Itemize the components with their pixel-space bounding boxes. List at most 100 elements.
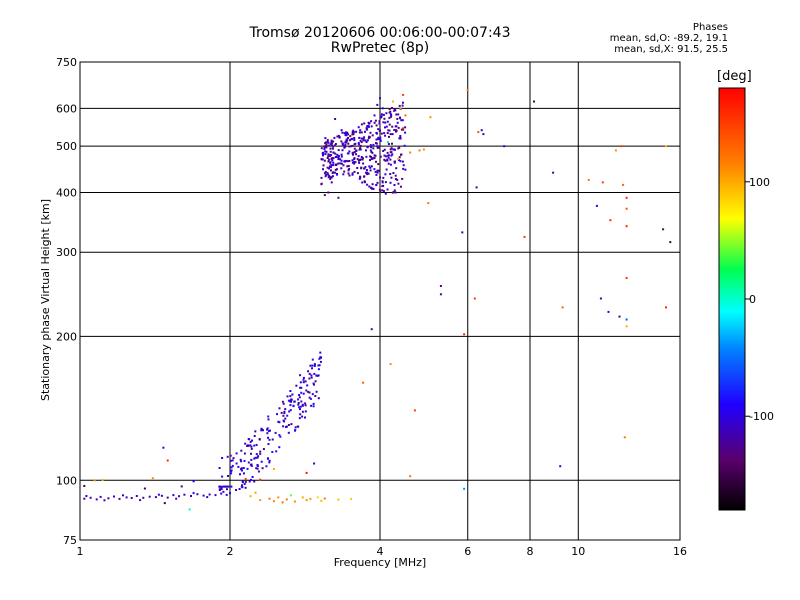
data-point (328, 158, 331, 161)
data-point (503, 145, 506, 148)
data-point (368, 165, 371, 168)
data-point (327, 144, 330, 147)
data-point (301, 403, 304, 406)
data-point (148, 495, 151, 498)
data-point (352, 133, 355, 136)
data-point (337, 155, 340, 157)
data-point (398, 156, 401, 159)
data-point (286, 395, 289, 398)
data-point (327, 191, 330, 194)
data-point (392, 172, 395, 174)
data-point (267, 436, 269, 439)
data-point (249, 444, 252, 447)
data-point (669, 241, 672, 244)
y-tick-label: 400 (56, 186, 77, 199)
data-point (308, 377, 311, 380)
x-axis-ticks: 1 2 4 6 8 10 16 (77, 545, 688, 558)
data-point (390, 154, 393, 157)
data-point (246, 445, 249, 447)
data-point (289, 404, 292, 407)
data-point (83, 485, 86, 487)
data-point (377, 169, 380, 172)
data-point (395, 129, 398, 132)
data-point (249, 463, 252, 466)
data-point (287, 431, 290, 434)
data-point (347, 142, 350, 145)
data-point (398, 146, 401, 149)
data-point (330, 181, 333, 184)
data-point (250, 464, 253, 467)
data-point (388, 129, 391, 132)
data-point (292, 404, 295, 407)
data-point (375, 173, 378, 176)
data-point (384, 134, 387, 137)
data-point (253, 444, 256, 447)
data-point (352, 129, 355, 132)
data-point (352, 153, 354, 156)
data-point (372, 187, 375, 190)
data-point (402, 167, 405, 170)
data-point (226, 455, 229, 458)
data-point (225, 493, 228, 496)
data-point (389, 173, 392, 175)
data-point (192, 492, 195, 495)
data-point (259, 450, 262, 453)
data-point (310, 374, 313, 377)
data-point (222, 490, 225, 493)
data-point (607, 310, 610, 313)
data-point (389, 363, 392, 366)
data-point (307, 370, 310, 373)
data-point (267, 415, 270, 418)
data-point (283, 420, 286, 423)
data-point (463, 487, 466, 490)
data-point (332, 151, 335, 154)
data-point (320, 182, 323, 185)
data-point (385, 155, 387, 158)
data-point (381, 181, 384, 184)
data-point (390, 147, 393, 150)
data-point (268, 497, 271, 500)
data-point (377, 163, 380, 166)
data-point (625, 225, 628, 228)
data-point (317, 397, 320, 400)
data-point (287, 424, 290, 426)
data-point (300, 400, 303, 403)
data-point (229, 459, 232, 462)
data-point (372, 147, 375, 150)
data-point (172, 494, 175, 497)
data-point (283, 410, 286, 413)
data-point (399, 160, 402, 163)
data-point (238, 488, 241, 490)
data-point (477, 131, 480, 134)
data-point (242, 467, 245, 469)
data-point (378, 120, 381, 123)
data-point (335, 168, 338, 171)
data-point (235, 489, 237, 491)
data-point (390, 176, 393, 179)
data-point (251, 476, 254, 478)
data-point (533, 100, 535, 103)
data-point (357, 126, 360, 129)
data-point (461, 231, 464, 234)
data-point (269, 429, 271, 432)
data-point (267, 457, 269, 460)
data-point (409, 475, 412, 478)
data-point (284, 417, 287, 420)
data-point (376, 171, 379, 174)
data-point (312, 382, 315, 385)
data-point (418, 149, 421, 152)
data-point (255, 453, 258, 456)
data-point (241, 469, 243, 472)
data-point (389, 181, 392, 184)
data-point (391, 107, 393, 109)
data-point (265, 465, 268, 468)
data-point (85, 495, 88, 497)
data-point (299, 381, 302, 384)
data-point (363, 122, 366, 125)
data-point (297, 398, 299, 401)
data-point (360, 156, 363, 158)
data-point (326, 157, 329, 159)
data-point (386, 132, 389, 134)
data-point (340, 153, 343, 156)
data-point (356, 158, 359, 161)
